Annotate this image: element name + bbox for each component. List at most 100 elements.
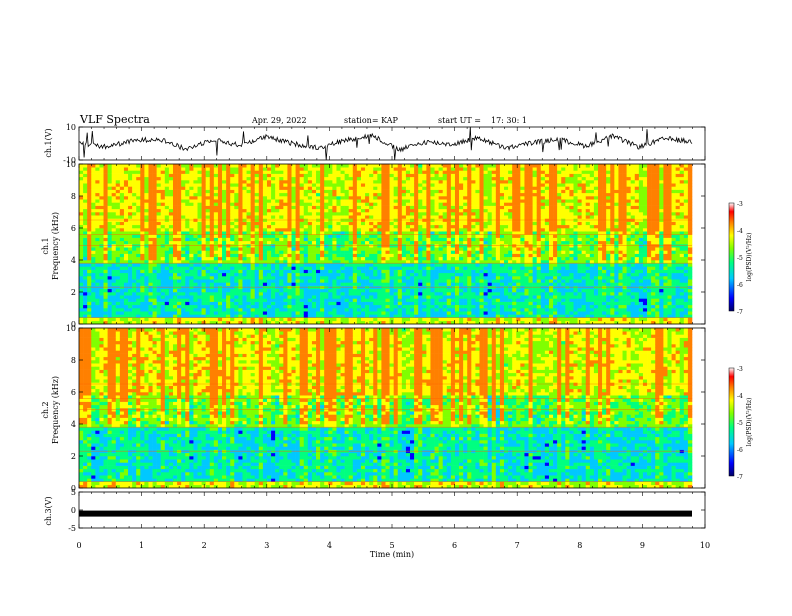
spectrogram-cell [279,208,284,213]
spectrogram-cell [250,276,256,280]
spectrogram-cell [185,247,190,251]
spectrogram-cell [397,202,403,206]
spectrogram-cell [177,224,182,229]
spectrogram-cell [201,202,206,206]
spectrogram-cell [422,202,427,206]
spectrogram-cell [414,196,419,200]
spectrogram-cell [356,221,362,226]
spectrogram-cell [144,256,149,261]
spectrogram-cell [181,173,186,178]
spectrogram-cell [140,269,145,274]
spectrogram-cell [258,224,264,229]
spectrogram-cell [401,320,407,325]
spectrogram-cell [422,164,427,168]
spectrogram-cell [99,282,104,286]
spectrogram-cell [111,199,117,203]
spectrogram-cell [95,260,100,264]
spectrogram-cell [258,308,264,312]
spectrogram-cell [320,199,325,203]
spectrogram-cell [356,256,362,261]
spectrogram-cell [316,176,321,181]
spectrogram-cell [148,173,153,178]
spectrogram-cell [148,208,153,213]
spectrogram-cell [189,276,194,280]
spectrogram-cell [266,308,272,312]
spectrogram-cell [164,205,170,210]
spectrogram-cell [360,276,366,280]
spectrogram-cell [279,164,284,168]
spectrogram-cell [389,180,394,184]
spectrogram-cell [144,186,149,190]
spectrogram-cell [340,301,345,306]
spectrogram-cell [283,263,288,267]
spectrogram-cell [303,256,309,261]
spectrogram-cell [475,240,480,245]
spectrogram-cell [344,250,350,254]
spectrogram-cell [295,192,300,197]
spectrogram-cell [275,253,280,258]
spectrogram-cell [479,231,484,235]
spectrogram-cell [463,308,468,312]
spectrogram-cell [430,247,435,251]
spectrogram-cell [79,260,84,264]
spectrogram-cell [328,247,333,251]
spectrogram-cell [107,282,112,286]
spectrogram-cell [234,202,239,206]
spectrogram-cell [320,295,325,299]
spectrogram-cell [181,186,186,190]
spectrogram-cell [266,298,272,302]
spectrogram-cell [381,199,386,203]
spectrogram-cell [467,170,472,174]
spectrogram-cell [79,288,84,293]
spectrogram-cell [307,266,313,270]
spectrogram-cell [140,231,145,235]
spectrogram-cell [148,234,153,238]
spectrogram-cell [434,183,439,187]
spectrogram-cell [123,282,129,286]
spectrogram-cell [209,282,215,286]
spectrogram-cell [238,237,243,242]
spectrogram-cell [119,320,125,325]
spectrogram-cell [479,269,484,274]
spectrogram-cell [128,196,133,200]
spectrogram-cell [377,298,382,302]
spectrogram-cell [426,276,431,280]
spectrogram-cell [360,196,366,200]
spectrogram-cell [262,272,268,277]
spectrogram-cell [136,247,141,251]
spectrogram-cell [217,253,223,258]
spectrogram-cell [385,192,390,197]
spectrogram-cell [152,266,157,270]
spectrogram-cell [430,301,435,306]
spectrogram-cell [128,208,133,213]
spectrogram-cell [454,240,460,245]
spectrogram-cell [185,196,190,200]
spectrogram-cell [242,189,247,194]
spectrogram-cell [168,301,174,306]
spectrogram-cell [132,308,137,312]
spectrogram-cell [303,189,309,194]
spectrogram-cell [132,208,137,213]
spectrogram-cell [140,196,145,200]
spectrogram-cell [389,237,394,242]
spectrogram-cell [99,192,104,197]
spectrogram-cell [352,256,358,261]
spectrogram-cell [422,266,427,270]
spectrogram-cell [209,308,215,312]
spectrogram-cell [434,173,439,178]
spectrogram-cell [426,292,431,296]
spectrogram-cell [83,263,88,267]
spectrogram-cell [303,228,309,232]
spectrogram-cell [450,221,456,226]
spectrogram-cell [242,292,247,296]
spectrogram-cell [140,202,145,206]
spectrogram-cell [348,282,354,286]
spectrogram-cell [234,314,239,318]
spectrogram-cell [83,311,88,315]
spectrogram-cell [414,173,419,178]
spectrogram-cell [389,240,394,245]
spectrogram-cell [246,240,251,245]
spectrogram-cell [246,288,251,293]
spectrogram-cell [140,320,145,325]
spectrogram-cell [442,263,448,267]
